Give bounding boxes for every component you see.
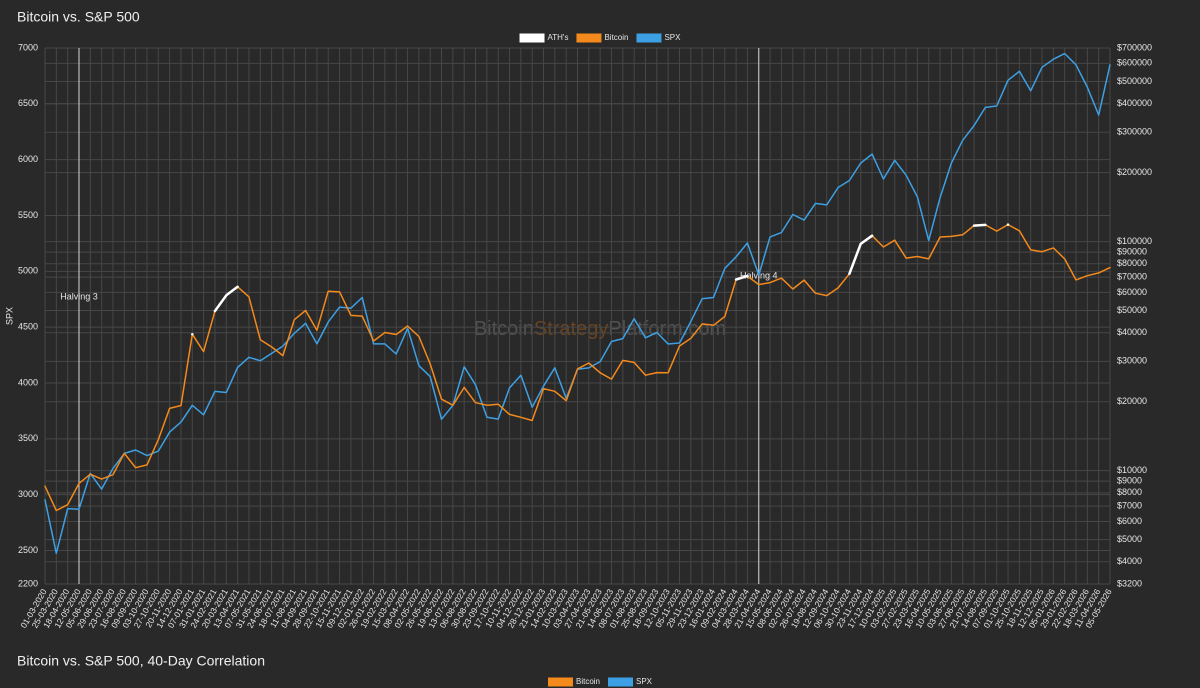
y2-tick-label: $20000 xyxy=(1117,396,1147,406)
legend: ATH's Bitcoin SPX xyxy=(519,33,681,43)
y-tick-label: 2200 xyxy=(18,578,38,588)
y-tick-label: 6500 xyxy=(18,98,38,108)
legend-swatch xyxy=(576,33,602,43)
legend-label: Bitcoin xyxy=(604,33,628,42)
y-tick-label: 2500 xyxy=(18,545,38,555)
y2-tick-label: $80000 xyxy=(1117,258,1147,268)
watermark-part: Strategy xyxy=(534,318,608,340)
legend-label: SPX xyxy=(664,33,681,42)
y2-tick-label: $8000 xyxy=(1117,487,1142,497)
y2-tick-label: $70000 xyxy=(1117,271,1147,281)
y-tick-label: 4000 xyxy=(18,377,38,387)
y2-tick-label: $9000 xyxy=(1117,476,1142,486)
y-tick-label: 6000 xyxy=(18,154,38,164)
legend-swatch xyxy=(608,677,633,687)
y-tick-label: 7000 xyxy=(18,42,38,52)
y2-tick-label: $10000 xyxy=(1117,465,1147,475)
y2-tick-label: $5000 xyxy=(1117,534,1142,544)
watermark-part: Bitcoin xyxy=(474,318,534,340)
legend-label: SPX xyxy=(636,677,653,686)
y2-tick-label: $30000 xyxy=(1117,356,1147,366)
series-line xyxy=(191,223,1010,336)
legend-swatch xyxy=(636,33,662,43)
y2-tick-label: $4000 xyxy=(1117,556,1142,566)
y-tick-label: 4500 xyxy=(18,322,38,332)
legend: Bitcoin SPX xyxy=(547,677,653,687)
y-tick-label: 3500 xyxy=(18,433,38,443)
legend-label: Bitcoin xyxy=(576,677,600,686)
y2-tick-label: $7000 xyxy=(1117,501,1142,511)
legend-swatch xyxy=(547,677,573,687)
y2-tick-label: $3200 xyxy=(1117,578,1142,588)
annotation-label: Halving 3 xyxy=(60,291,98,301)
y2-tick-label: $50000 xyxy=(1117,305,1147,315)
y2-tick-label: $6000 xyxy=(1117,516,1142,526)
y2-tick-label: $60000 xyxy=(1117,287,1147,297)
legend-label: ATH's xyxy=(548,33,569,42)
y2-tick-label: $200000 xyxy=(1117,167,1152,177)
y2-tick-label: $100000 xyxy=(1117,236,1152,246)
y-tick-label: 3000 xyxy=(18,489,38,499)
y2-tick-label: $500000 xyxy=(1117,76,1152,86)
y-axis-label: SPX xyxy=(4,307,14,325)
chart-title: Bitcoin vs. S&P 500 xyxy=(17,9,140,25)
chart-title: Bitcoin vs. S&P 500, 40-Day Correlation xyxy=(17,653,265,669)
legend-swatch xyxy=(519,33,545,43)
y2-tick-label: $600000 xyxy=(1117,58,1152,68)
watermark-part: Platform.com xyxy=(608,318,726,340)
y2-tick-label: $400000 xyxy=(1117,98,1152,108)
y2-tick-label: $90000 xyxy=(1117,246,1147,256)
y2-tick-label: $300000 xyxy=(1117,127,1152,137)
y2-tick-label: $40000 xyxy=(1117,327,1147,337)
y2-tick-label: $700000 xyxy=(1117,42,1152,52)
y-tick-label: 5000 xyxy=(18,266,38,276)
y-tick-label: 5500 xyxy=(18,210,38,220)
